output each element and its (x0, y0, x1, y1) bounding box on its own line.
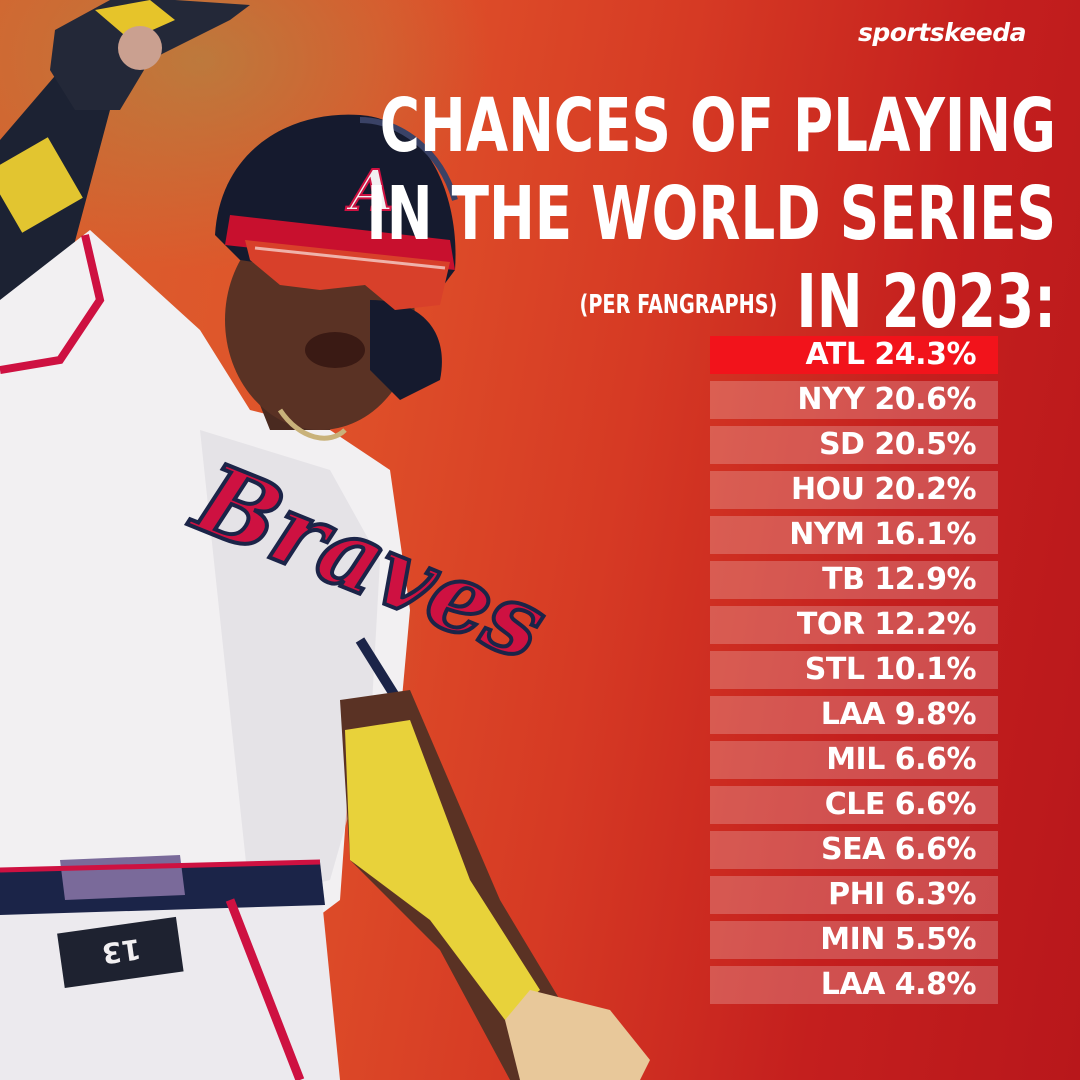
headline: CHANCES OF PLAYING IN THE WORLD SERIES (… (366, 82, 1056, 349)
team-abbr: TOR (796, 607, 865, 642)
odds-row: MIN 5.5% (710, 921, 998, 959)
team-odds: 6.6% (894, 742, 977, 777)
team-odds: 10.1% (874, 652, 976, 687)
odds-row: SD 20.5% (710, 426, 998, 464)
team-odds: 6.3% (894, 877, 977, 912)
team-abbr: HOU (790, 472, 865, 507)
team-odds: 20.6% (874, 382, 976, 417)
team-abbr: STL (804, 652, 865, 687)
odds-row: MIL 6.6% (710, 741, 998, 779)
team-abbr: SD (818, 427, 865, 462)
team-odds: 5.5% (894, 922, 977, 957)
odds-row: PHI 6.3% (710, 876, 998, 914)
team-odds: 6.6% (894, 832, 977, 867)
source-note: (PER FANGRAPHS) (579, 290, 778, 320)
headline-line-3: (PER FANGRAPHS) IN 2023: (366, 258, 1056, 349)
team-abbr: LAA (820, 967, 886, 1002)
team-odds: 20.5% (874, 427, 976, 462)
helmet-visor (225, 215, 455, 270)
ear-flap (370, 300, 442, 400)
odds-row: SEA 6.6% (710, 831, 998, 869)
odds-row: STL 10.1% (710, 651, 998, 689)
odds-row: CLE 6.6% (710, 786, 998, 824)
team-odds: 4.8% (894, 967, 977, 1002)
team-abbr: LAA (820, 697, 886, 732)
team-abbr: TB (822, 562, 865, 597)
headline-year: IN 2023: (796, 259, 1056, 345)
headline-line-1: CHANCES OF PLAYING (379, 83, 1056, 169)
odds-row: TOR 12.2% (710, 606, 998, 644)
arm-sleeve (345, 720, 540, 1020)
team-odds: 16.1% (874, 517, 976, 552)
glove-number: 13 (100, 932, 143, 970)
team-abbr: PHI (828, 877, 885, 912)
team-abbr: ATL (805, 337, 865, 372)
team-abbr: NYM (789, 517, 865, 552)
odds-row: TB 12.9% (710, 561, 998, 599)
odds-list: ATL 24.3% NYY 20.6% SD 20.5% HOU 20.2% NYM 1… (710, 336, 998, 1011)
headline-line-2: IN THE WORLD SERIES (366, 171, 1056, 257)
team-abbr: MIL (826, 742, 885, 777)
sportskeeda-logo: sportskeeda (857, 18, 1027, 47)
team-abbr: CLE (824, 787, 886, 822)
odds-row: NYM 16.1% (710, 516, 998, 554)
team-abbr: MIN (820, 922, 885, 957)
helmet-logo: A (345, 158, 393, 224)
hand-glove (505, 990, 650, 1080)
team-odds: 20.2% (874, 472, 976, 507)
sunglasses (245, 240, 450, 310)
team-odds: 24.3% (874, 337, 976, 372)
team-abbr: SEA (821, 832, 885, 867)
team-odds: 9.8% (894, 697, 977, 732)
odds-row: ATL 24.3% (710, 336, 998, 374)
odds-row: NYY 20.6% (710, 381, 998, 419)
pocket-glove (57, 916, 184, 989)
wristband (0, 137, 83, 233)
pants (0, 870, 340, 1080)
odds-row: HOU 20.2% (710, 471, 998, 509)
team-odds: 12.2% (874, 607, 976, 642)
odds-row: LAA 4.8% (710, 966, 998, 1004)
team-odds: 6.6% (894, 787, 977, 822)
odds-row: LAA 9.8% (710, 696, 998, 734)
team-odds: 12.9% (874, 562, 976, 597)
team-abbr: NYY (797, 382, 865, 417)
player-photo: Braves A 13 (0, 0, 650, 1080)
